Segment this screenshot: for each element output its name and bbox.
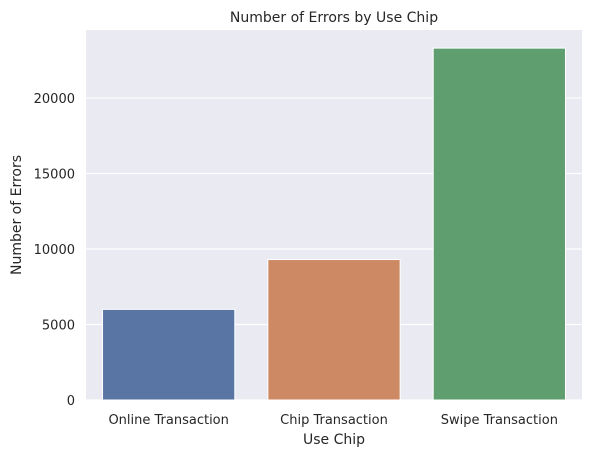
y-tick-label: 15000 [34,167,75,182]
y-tick-label: 0 [67,394,75,409]
x-tick-label: Online Transaction [108,413,228,428]
bars [102,47,566,401]
x-tick-label: Swipe Transaction [441,413,558,428]
y-tick-label: 5000 [42,318,75,333]
y-tick-label: 10000 [34,243,75,258]
x-tick-label: Chip Transaction [280,413,388,428]
chart-title: Number of Errors by Use Chip [230,10,438,26]
bar [432,47,566,401]
y-axis-label: Number of Errors [9,155,25,275]
y-tick-label: 20000 [34,92,75,107]
y-tick-labels: 0 5000 10000 15000 20000 [34,92,75,409]
bar [267,259,401,401]
x-axis-label: Use Chip [303,432,365,448]
bar [102,308,236,401]
x-tick-labels: Online Transaction Chip Transaction Swipe … [108,413,558,428]
